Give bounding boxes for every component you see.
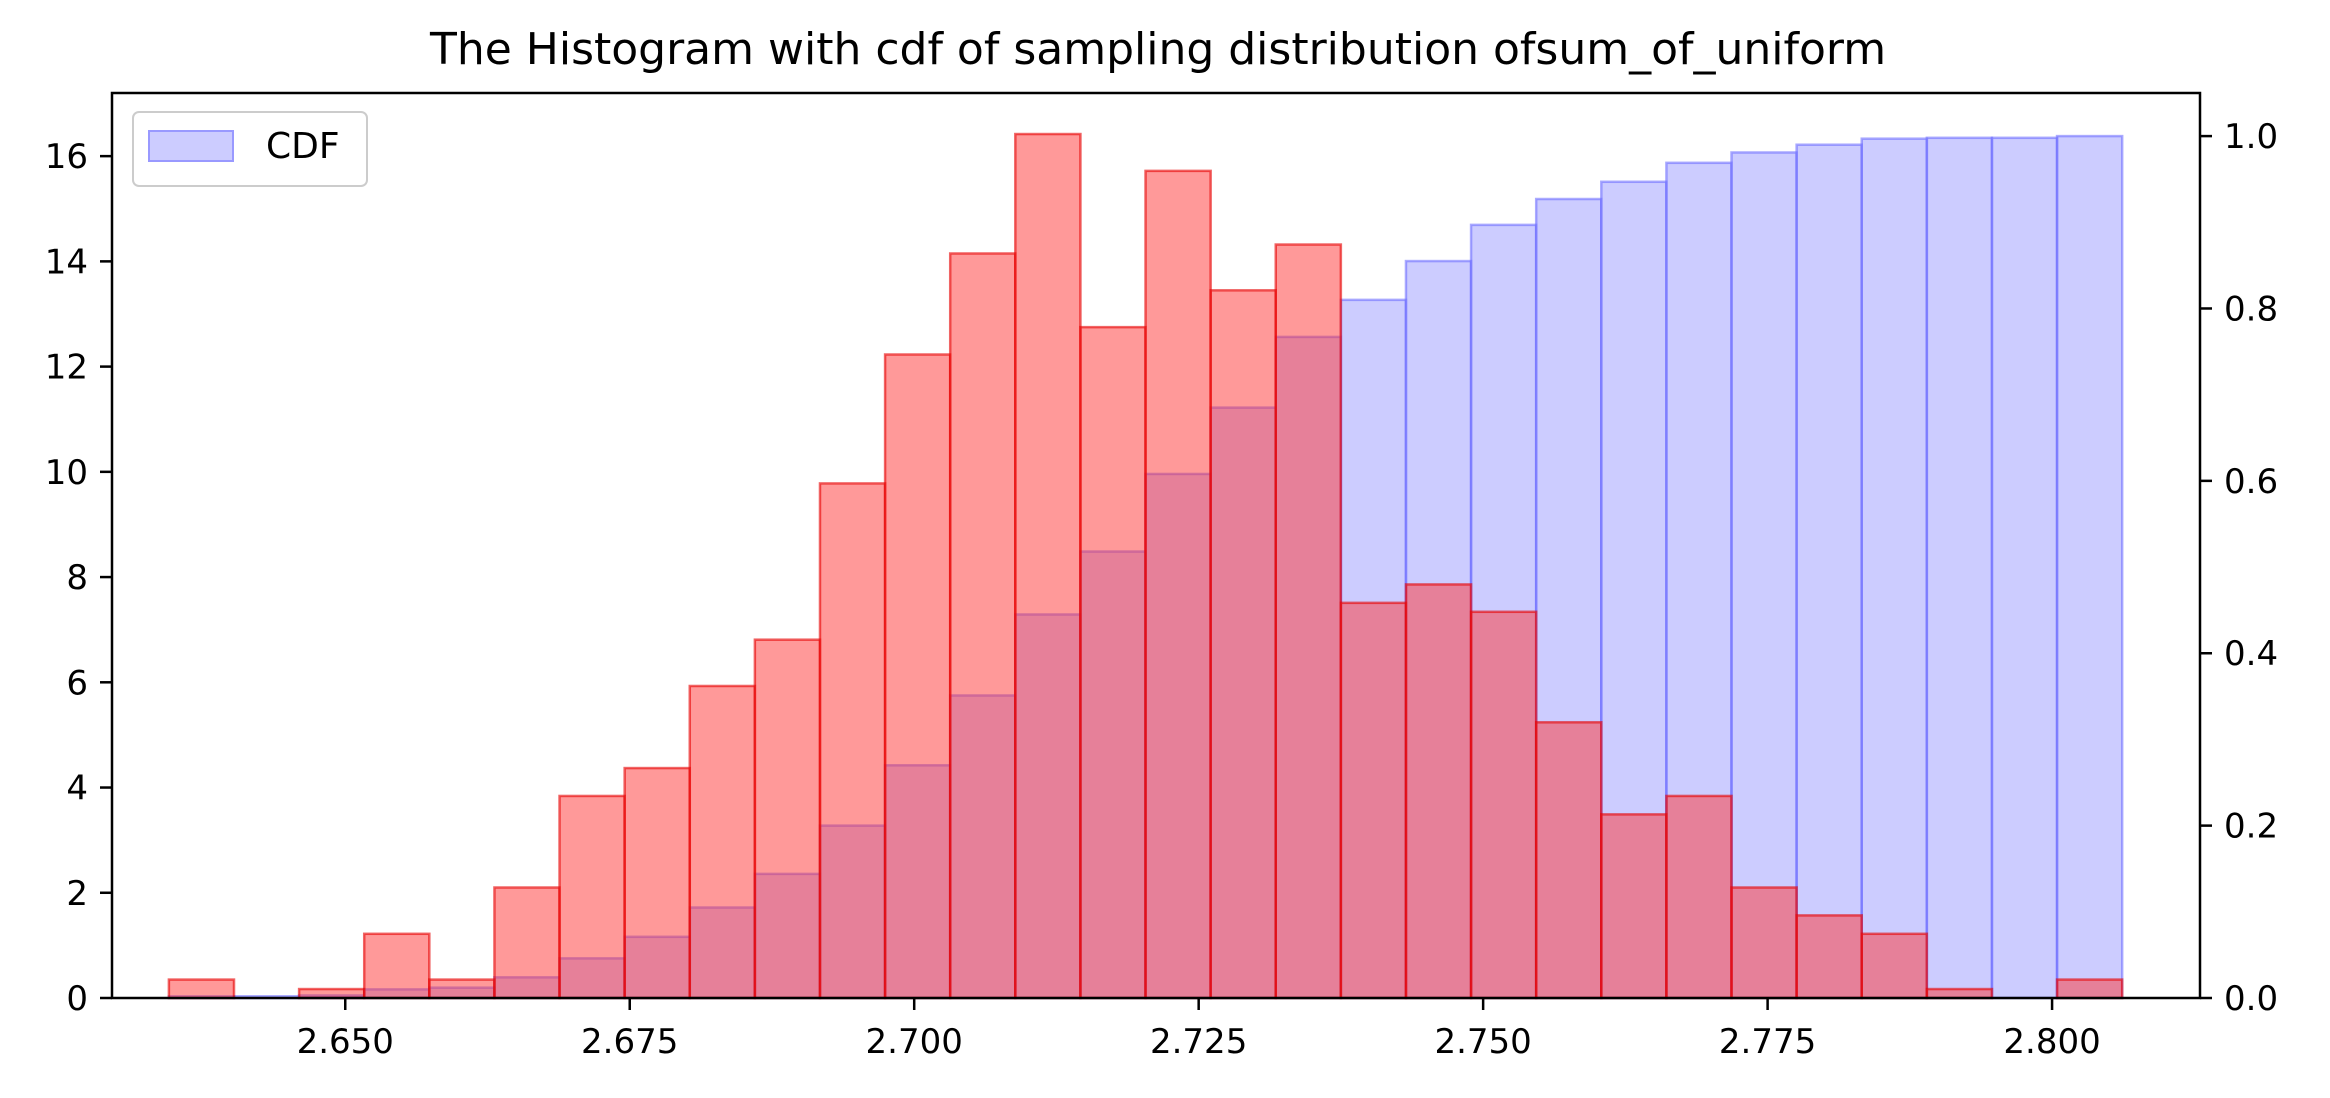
- plot-frame: [110, 91, 2202, 1000]
- histogram-bar-11: [883, 353, 952, 1000]
- cdf-bar-24: [1730, 151, 1798, 1000]
- histogram-bar-19: [1404, 583, 1473, 1000]
- cdf-bar-26: [1860, 137, 1929, 1000]
- histogram-bar-0: [167, 978, 236, 1000]
- cdf-bar-29: [2055, 134, 2124, 1000]
- y-left-tick-label-6: 12: [45, 348, 88, 388]
- histogram-bar-15: [1144, 169, 1212, 1000]
- histogram-bar-12: [948, 252, 1017, 1000]
- y-left-tick-label-4: 8: [66, 558, 88, 598]
- y-right-tick-label-3: 0.6: [2224, 462, 2278, 502]
- histogram-bar-3: [362, 932, 431, 1000]
- histogram-bar-24: [1730, 886, 1798, 1000]
- histogram-bar-27: [1925, 987, 1994, 1000]
- x-tick-label-1: 2.675: [581, 1022, 678, 1062]
- histogram-bar-5: [493, 886, 561, 1000]
- histogram-bar-14: [1079, 325, 1147, 1000]
- y-left-tick-label-8: 16: [45, 137, 88, 177]
- x-tick-label-5: 2.775: [1719, 1022, 1816, 1062]
- histogram-bar-22: [1600, 813, 1668, 1000]
- legend-label-cdf: CDF: [266, 126, 340, 167]
- y-left-tick-label-2: 4: [66, 769, 88, 809]
- axes: 2.650 2.675 2.700 2.725 2.750 2.775 2.800 0 2 4 6 8…: [45, 91, 2278, 1062]
- y-left-tick-label-1: 2: [66, 874, 88, 914]
- y-left-tick-label-7: 14: [45, 242, 88, 282]
- cdf-bar-28: [1990, 136, 2059, 1000]
- histogram-bar-10: [818, 482, 887, 1000]
- histogram-bar-25: [1795, 914, 1863, 1000]
- x-tick-label-0: 2.650: [297, 1022, 394, 1062]
- y-left-tick-label-0: 0: [66, 979, 88, 1019]
- histogram-bar-20: [1469, 610, 1538, 1000]
- histogram-bar-13: [1014, 132, 1082, 1000]
- cdf-bar-27: [1925, 136, 1994, 1000]
- histogram-bar-4: [428, 978, 496, 1000]
- histogram-bar-2: [297, 987, 366, 1000]
- histogram-bar-8: [688, 684, 757, 1000]
- legend: CDF: [132, 111, 368, 187]
- histogram-bar-29: [2055, 978, 2124, 1000]
- legend-swatch-cdf: [148, 130, 234, 162]
- histogram-bar-18: [1339, 601, 1408, 1000]
- x-tick-label-3: 2.725: [1150, 1022, 1247, 1062]
- histogram-bar-21: [1534, 721, 1603, 1000]
- histogram-bar-16: [1209, 289, 1277, 1000]
- x-tick-label-4: 2.750: [1434, 1022, 1531, 1062]
- y-right-tick-label-5: 1.0: [2224, 117, 2278, 157]
- histogram-bars: [167, 132, 2124, 1000]
- histogram-bar-26: [1860, 932, 1929, 1000]
- histogram-bar-9: [753, 638, 822, 1000]
- histogram-bar-17: [1274, 243, 1343, 1000]
- y-right-tick-label-0: 0.0: [2224, 979, 2278, 1019]
- chart-title: The Histogram with cdf of sampling distr…: [429, 24, 1886, 75]
- y-right-tick-label-2: 0.4: [2224, 634, 2278, 674]
- y-left-tick-label-5: 10: [45, 453, 88, 493]
- y-right-tick-label-1: 0.2: [2224, 807, 2278, 847]
- y-right-tick-label-4: 0.8: [2224, 289, 2278, 329]
- x-tick-label-2: 2.700: [866, 1022, 963, 1062]
- x-tick-label-6: 2.800: [2003, 1022, 2100, 1062]
- cdf-bar-25: [1795, 143, 1863, 1000]
- histogram-bar-23: [1665, 794, 1733, 1000]
- histogram-bar-6: [558, 794, 626, 1000]
- y-left-tick-label-3: 6: [66, 663, 88, 703]
- histogram-bar-7: [623, 766, 692, 1000]
